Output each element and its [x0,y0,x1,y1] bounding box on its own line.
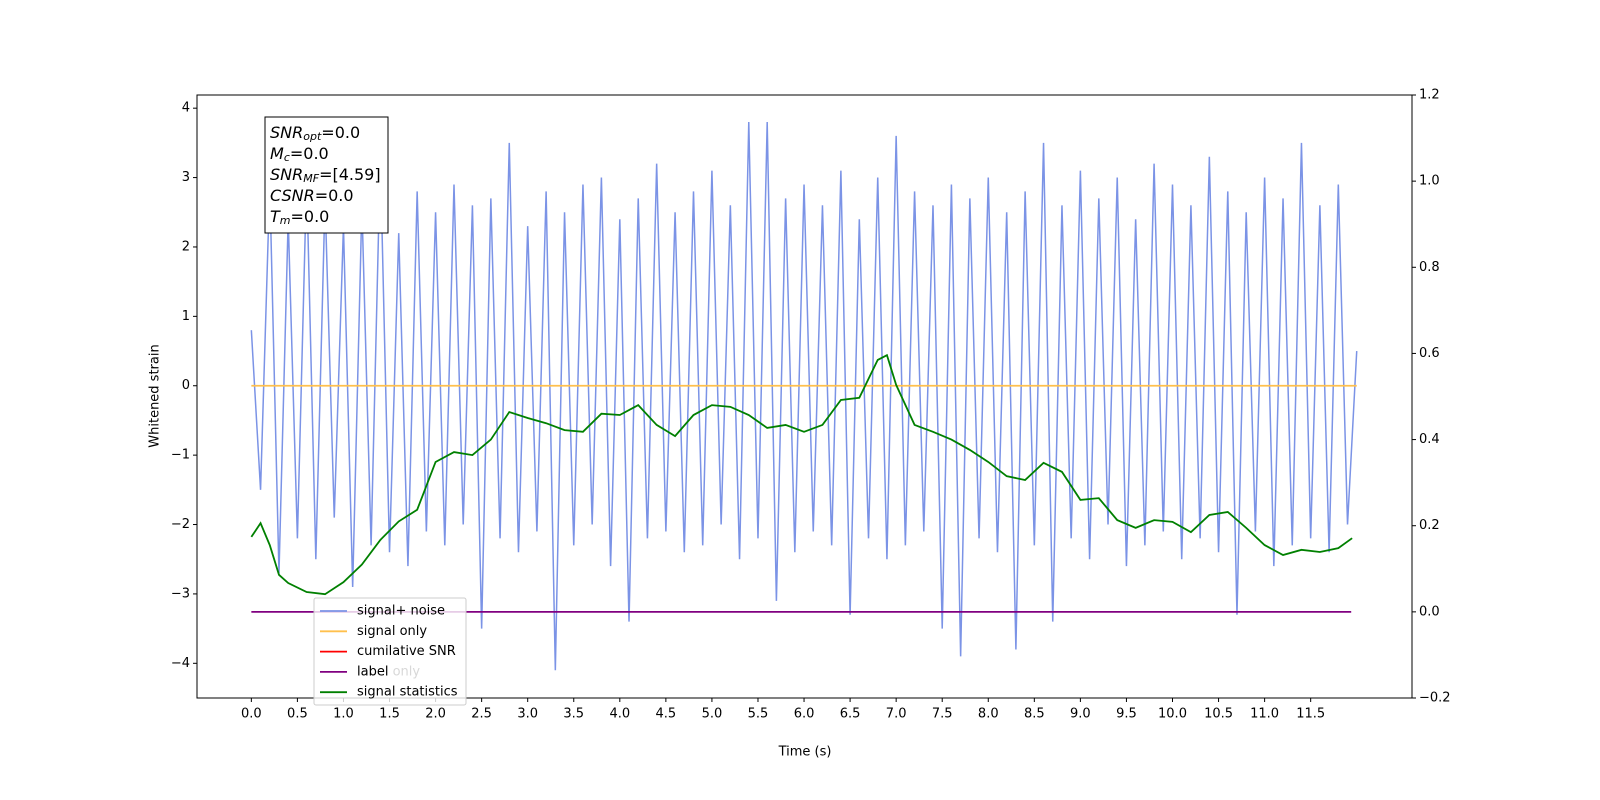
y2-tick-label: 0.8 [1419,260,1440,275]
y-tick-label: −2 [171,517,190,532]
y-tick-label: −3 [171,586,190,601]
annotation-value: =0.0 [290,144,329,163]
legend-label: signal+ noise [357,604,445,619]
x-tick-label: 5.0 [702,707,723,722]
x-tick-label: 3.5 [563,707,584,722]
annotation-box [264,116,389,234]
annotation-sub: m [280,214,291,227]
y-tick-label: 0 [182,378,190,393]
x-tick-label: 1.0 [333,707,354,722]
y-tick-label: 4 [182,101,190,116]
x-tick-label: 11.5 [1296,707,1325,722]
annotation-line: Tm=0.0 [270,207,329,228]
annotation-symbol: SNR [270,123,303,142]
y-tick-label: 3 [182,170,190,185]
x-tick-label: 7.5 [932,707,953,722]
x-tick-label: 3.0 [517,707,538,722]
x-tick-label: 11.0 [1250,707,1279,722]
x-tick-label: 10.0 [1158,707,1187,722]
y2-tick-label: 0.4 [1419,432,1440,447]
x-tick-label: 0.0 [241,707,262,722]
annotation-value: =0.0 [315,186,354,205]
annotation-value: =[4.59] [319,165,381,184]
y-tick-label: −4 [171,656,190,671]
annotation-symbol: T [270,207,281,226]
legend-label: label [357,664,388,679]
y-axis-label: Whitened strain [148,344,163,447]
x-tick-label: 4.0 [609,707,630,722]
annotation-line: Mc=0.0 [270,144,329,165]
annotation-value: =0.0 [321,123,360,142]
y2-tick-label: −0.2 [1419,691,1451,706]
series-line [250,122,1358,671]
x-tick-label: 2.5 [471,707,492,722]
annotation-sub: MF [303,172,319,185]
y2-tick-label: 1.0 [1419,174,1440,189]
series-line [250,353,1353,596]
annotation-sub: opt [303,130,322,143]
y2-tick-label: 0.2 [1419,518,1440,533]
x-tick-label: 0.5 [287,707,308,722]
legend-box [313,597,467,706]
x-tick-label: 9.0 [1070,707,1091,722]
y-tick-label: 1 [182,309,190,324]
annotation-line: SNRMF=[4.59] [270,165,381,186]
x-tick-label: 7.0 [886,707,907,722]
legend-label: cumilative SNR [357,644,456,659]
x-tick-label: 10.5 [1204,707,1233,722]
x-tick-label: 6.0 [794,707,815,722]
y2-tick-label: 0.6 [1419,346,1440,361]
y2-tick-label: 1.2 [1419,88,1440,103]
x-tick-label: 6.5 [840,707,861,722]
x-tick-label: 1.5 [379,707,400,722]
x-tick-label: 9.5 [1116,707,1137,722]
annotation-line: SNRopt=0.0 [270,123,360,144]
x-tick-label: 8.0 [978,707,999,722]
annotation-symbol: M [270,144,284,163]
annotation-symbol: SNR [270,165,303,184]
x-tick-label: 8.5 [1024,707,1045,722]
y-tick-label: −1 [171,448,190,463]
y-tick-label: 2 [182,239,190,254]
x-tick-label: 4.5 [656,707,677,722]
legend-label: signal statistics [357,685,458,700]
legend-overlay-text: label only [357,665,420,680]
annotation-symbol: CSNR [270,186,315,205]
x-tick-label: 2.0 [425,707,446,722]
legend-label: signal only [357,624,427,639]
x-tick-label: 5.5 [748,707,769,722]
annotation-value: =0.0 [291,207,330,226]
x-axis-label: Time (s) [778,745,832,760]
y2-tick-label: 0.0 [1419,604,1440,619]
annotation-sub: c [284,151,290,164]
annotation-line: CSNR=0.0 [270,186,354,205]
